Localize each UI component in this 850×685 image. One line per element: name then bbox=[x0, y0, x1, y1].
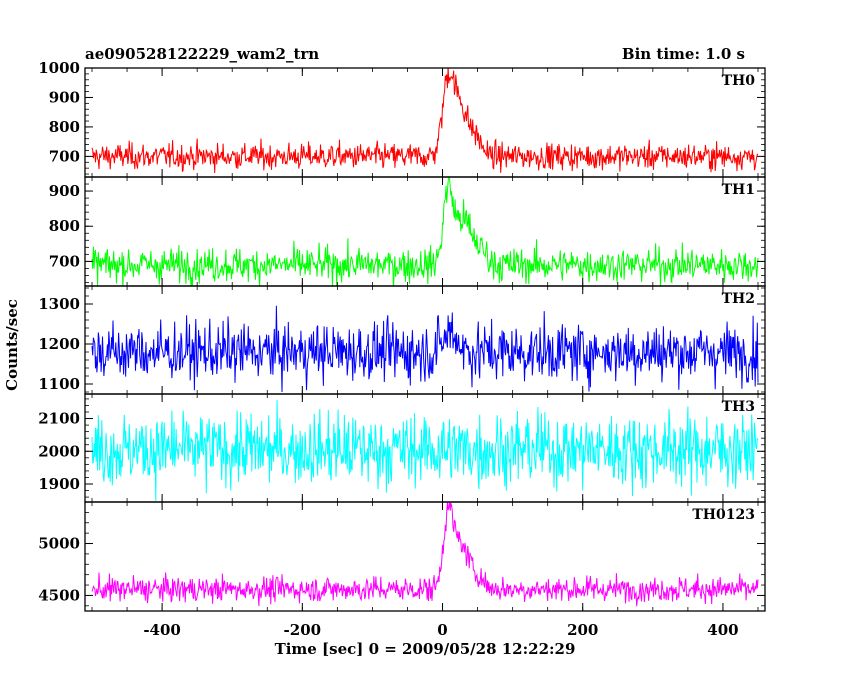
panel-th0: 700 800 900 1000 TH0 bbox=[38, 59, 766, 178]
y-tick-label: 1000 bbox=[38, 59, 80, 77]
panel-th0123: 4500 5000 TH0123 bbox=[38, 501, 766, 612]
y-tick-label: 1300 bbox=[38, 295, 80, 313]
y-tick-label: 5000 bbox=[38, 535, 80, 553]
bin-time-label: Bin time: 1.0 s bbox=[622, 45, 745, 63]
x-tick-label: 200 bbox=[567, 621, 598, 639]
series-th1 bbox=[91, 177, 759, 286]
y-tick-label: 1200 bbox=[38, 335, 80, 353]
y-tick-label: 800 bbox=[49, 118, 80, 136]
series-th2 bbox=[91, 305, 759, 393]
y-tick-label: 2000 bbox=[38, 442, 80, 460]
panel-frame bbox=[84, 501, 766, 612]
series-th3 bbox=[91, 400, 759, 501]
panel-th1: 700 800 900 TH1 bbox=[49, 176, 766, 287]
series-th0123 bbox=[91, 502, 759, 607]
x-tick-label: -400 bbox=[143, 621, 181, 639]
x-tick-label: 400 bbox=[707, 621, 738, 639]
y-axis-label: Counts/sec bbox=[3, 299, 21, 391]
panel-label-th1: TH1 bbox=[722, 182, 755, 198]
y-tick-label: 700 bbox=[49, 147, 80, 165]
series-th0 bbox=[91, 68, 759, 174]
panel-stack: 700 800 900 1000 TH0 700 800 900 TH1 1100 1200 1300… bbox=[38, 59, 766, 639]
y-tick-label: 900 bbox=[49, 182, 80, 200]
panel-label-th0123: TH0123 bbox=[692, 507, 755, 523]
y-tick-label: 800 bbox=[49, 217, 80, 235]
y-tick-label: 2100 bbox=[38, 410, 80, 428]
y-tick-label: 900 bbox=[49, 88, 80, 106]
x-tick-label: -200 bbox=[284, 621, 322, 639]
x-axis-label: Time [sec] 0 = 2009/05/28 12:22:29 bbox=[275, 640, 576, 658]
x-tick-label: 0 bbox=[437, 621, 447, 639]
y-tick-label: 700 bbox=[49, 252, 80, 270]
y-tick-label: 1900 bbox=[38, 475, 80, 493]
y-tick-label: 1100 bbox=[38, 375, 80, 393]
panel-label-th2: TH2 bbox=[722, 291, 755, 307]
panel-label-th3: TH3 bbox=[722, 399, 755, 415]
figure-title: ae090528122229_wam2_trn bbox=[85, 45, 319, 63]
panel-label-th0: TH0 bbox=[722, 73, 756, 89]
y-tick-label: 4500 bbox=[38, 586, 80, 604]
panel-th2: 1100 1200 1300 TH2 bbox=[38, 285, 766, 395]
panel-th3: 1900 2000 2100 TH3 bbox=[38, 393, 766, 503]
